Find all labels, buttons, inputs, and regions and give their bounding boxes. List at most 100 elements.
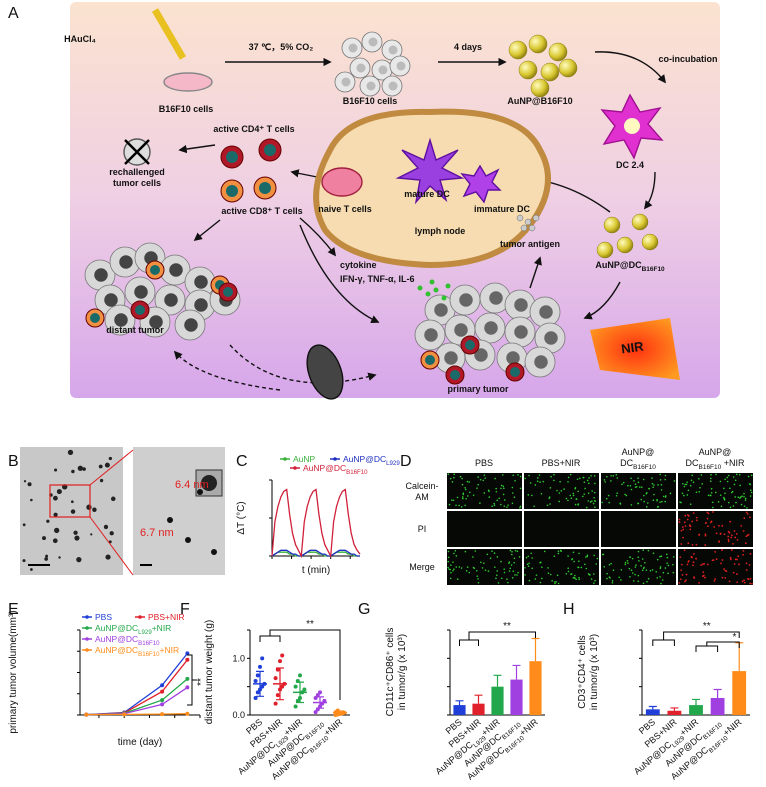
nir-beam: [590, 318, 680, 380]
dead-cell: [682, 528, 685, 531]
live-cell: [667, 572, 669, 575]
dead-cell: [695, 543, 698, 546]
live-cell: [527, 494, 530, 496]
live-cell: [662, 571, 665, 574]
legend-label: AuNP@DCB16F10+NIR: [95, 645, 179, 658]
point: [160, 689, 165, 694]
y-axis-label: in tumor/g (x 10³): [397, 634, 408, 710]
live-cell: [476, 575, 479, 577]
nanoparticle: [54, 468, 58, 472]
live-cell: [750, 474, 753, 477]
live-cell: [448, 503, 451, 506]
nucleus: [264, 144, 276, 156]
error-bar: [648, 705, 657, 710]
text-part: AuNP@DC: [303, 463, 346, 473]
antigen: [433, 287, 439, 293]
nucleus: [134, 285, 148, 299]
live-cell: [575, 578, 577, 581]
dead-cell: [691, 520, 694, 523]
nanoparticle: [105, 554, 111, 560]
subscript: B16F10: [138, 640, 160, 647]
legend-marker: [85, 637, 89, 641]
live-cell: [667, 564, 670, 567]
live-cell: [452, 499, 455, 502]
live-cell: [506, 578, 508, 580]
nanoparticle: [52, 495, 58, 501]
live-cell: [655, 571, 658, 573]
dead-cell: [721, 576, 724, 579]
live-cell: [491, 550, 493, 552]
data-point: [313, 710, 318, 715]
live-cell: [637, 574, 640, 577]
live-cell: [620, 569, 623, 571]
live-cell: [512, 570, 515, 572]
live-cell: [513, 496, 516, 498]
nanoparticle: [44, 557, 48, 561]
live-cell: [746, 507, 748, 509]
size-label: 6.4 nm: [175, 479, 209, 491]
live-cell: [586, 554, 589, 556]
legend-label: PBS+NIR: [148, 612, 185, 622]
live-cell: [511, 577, 514, 579]
live-cell: [449, 477, 452, 480]
antigen: [532, 214, 540, 222]
nanoparticle: [23, 480, 27, 483]
live-cell: [666, 562, 668, 565]
dead-cell: [695, 519, 698, 522]
live-cell: [594, 579, 596, 582]
antigen: [516, 214, 524, 222]
live-cell: [466, 480, 469, 483]
live-cell: [627, 562, 629, 564]
live-cell: [524, 477, 526, 480]
gold-particle: [641, 233, 659, 251]
live-cell: [500, 487, 502, 490]
column-header: DCB16F10 +NIR: [686, 458, 745, 471]
data-point: [275, 667, 280, 672]
bar: [529, 661, 542, 715]
live-cell: [630, 504, 633, 506]
y-tick-label: 0.0: [232, 710, 245, 720]
live-cell: [579, 477, 581, 480]
live-cell: [508, 570, 511, 572]
live-cell: [453, 552, 455, 555]
zoom-line: [89, 516, 134, 576]
live-cell: [729, 506, 732, 509]
data-point: [295, 698, 300, 703]
mature-dc: [395, 137, 465, 205]
live-cell: [656, 577, 659, 579]
dead-cell: [718, 540, 720, 543]
nucleus: [114, 313, 128, 327]
nucleus: [341, 77, 351, 87]
nucleus: [135, 305, 145, 315]
live-cell: [476, 487, 478, 489]
column-header: DCB16F10: [620, 458, 656, 471]
live-cell: [459, 475, 462, 478]
dead-cell: [734, 558, 737, 561]
live-cell: [528, 562, 530, 565]
live-cell: [645, 492, 648, 495]
live-cell: [637, 481, 640, 484]
live-cell: [491, 505, 493, 507]
legend-marker: [333, 457, 337, 461]
live-cell: [531, 494, 533, 497]
dead-cell: [733, 530, 736, 532]
live-cell: [527, 555, 530, 558]
legend-marker: [293, 466, 297, 470]
dead-cell: [723, 533, 726, 536]
panel-label: B: [8, 453, 19, 470]
live-cell: [464, 504, 466, 507]
live-cell: [588, 477, 590, 479]
live-cell: [472, 556, 474, 558]
dead-cell: [714, 551, 717, 553]
live-cell: [462, 493, 465, 496]
dead-cell: [724, 576, 727, 579]
live-cell: [689, 484, 692, 487]
legend-label: AuNP@DCB16F10: [303, 463, 368, 476]
live-cell: [575, 498, 578, 500]
live-cell: [549, 573, 552, 576]
dead-cell: [683, 549, 686, 552]
live-cell: [511, 550, 513, 553]
live-cell: [447, 550, 450, 553]
schematic: [123, 8, 680, 400]
